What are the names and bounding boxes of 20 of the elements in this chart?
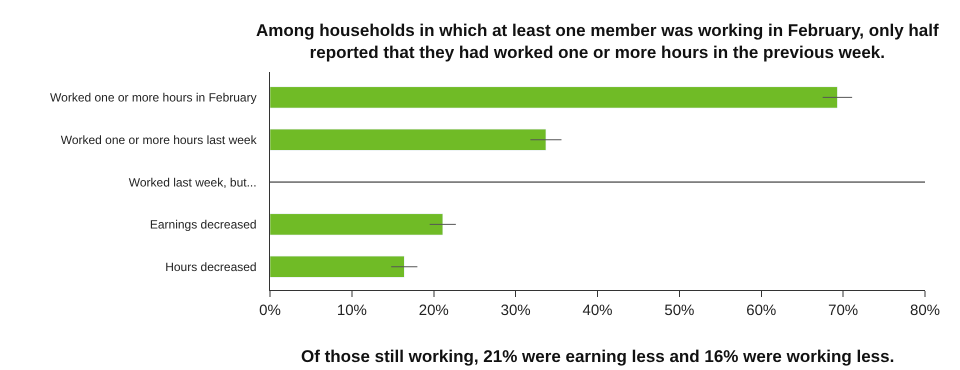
bar — [270, 214, 444, 236]
y-tick-label: Worked one or more hours in February — [50, 90, 257, 105]
chart-title: Among households in which at least one member was working in February, only half reported that they had worked one or more hours in the previous week. — [256, 21, 939, 62]
x-tick-label: 50% — [664, 302, 694, 319]
bar — [270, 128, 546, 151]
x-tick-label: 0% — [259, 302, 281, 319]
text: Of those still working, 21% were earning less and 16% were working less. — [301, 347, 894, 366]
y-tick-label: Worked one or more hours last week — [60, 132, 258, 147]
x-tick-label: 70% — [828, 302, 858, 319]
x-tick-label: 30% — [500, 302, 531, 319]
x-tick-label: 10% — [336, 302, 367, 319]
y-tick-label: Earnings decreased — [150, 218, 257, 232]
y-tick-label: Worked last week, but... — [128, 175, 257, 190]
bar — [270, 256, 405, 278]
bar — [270, 86, 838, 108]
y-tick-label: Hours decreased — [165, 260, 257, 274]
x-tick-label: 60% — [746, 302, 776, 319]
x-tick-label: 20% — [418, 302, 449, 319]
x-tick-label: 40% — [582, 302, 613, 319]
x-tick-label: 80% — [910, 302, 940, 319]
